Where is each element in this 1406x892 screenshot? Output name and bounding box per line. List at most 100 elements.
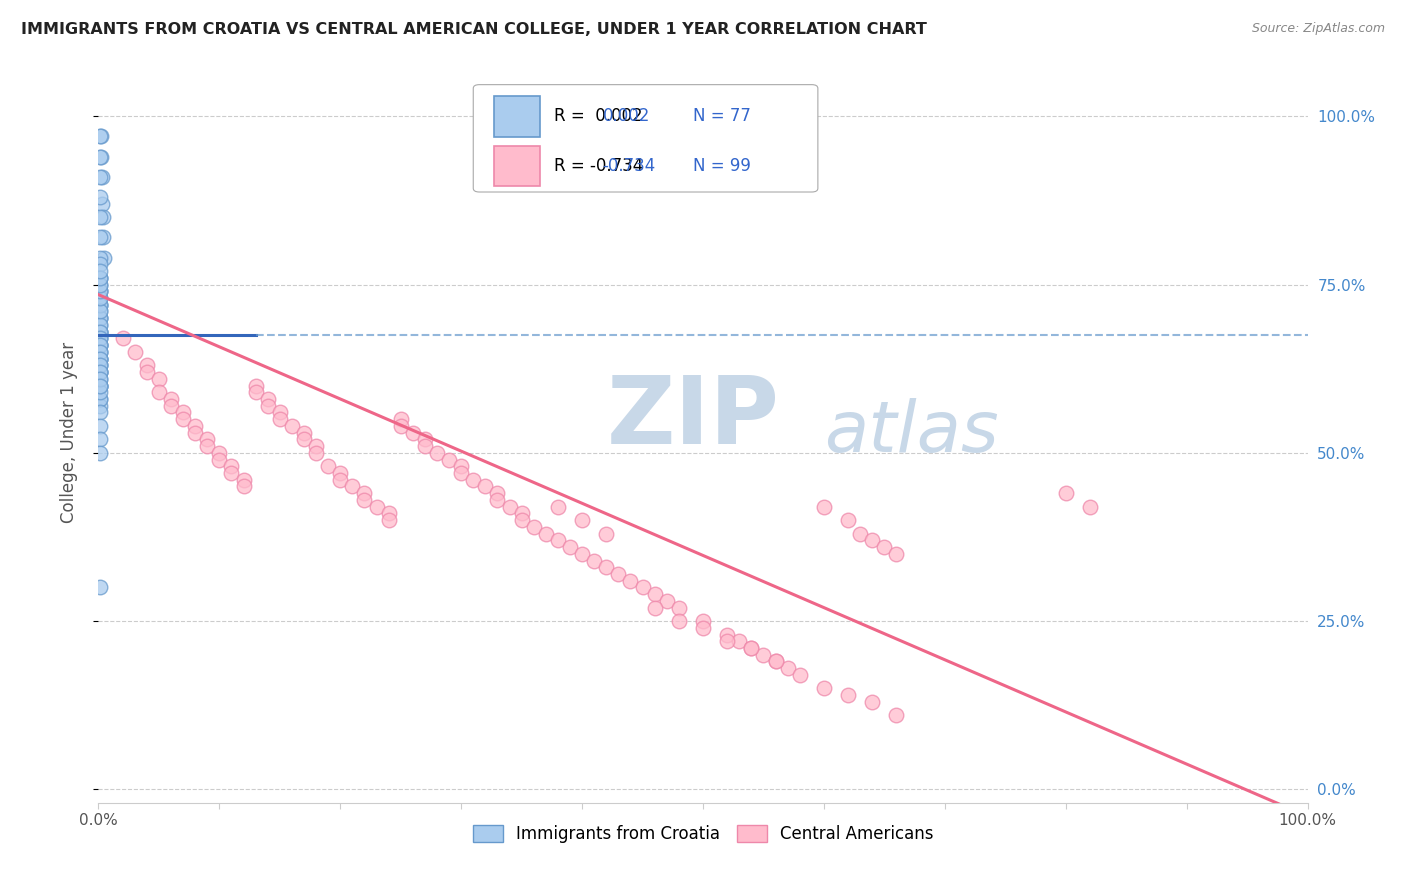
Point [644, 600, 666, 615]
Point [728, 634, 751, 648]
Point [89, 378, 111, 392]
Point [221, 466, 243, 480]
Point [89, 298, 111, 312]
Point [184, 425, 207, 440]
Point [860, 533, 883, 548]
Point [607, 566, 630, 581]
Point [89, 365, 111, 379]
Point [510, 513, 533, 527]
Point [89, 291, 111, 305]
Point [631, 581, 654, 595]
Point [377, 507, 399, 521]
Point [668, 614, 690, 628]
Point [89, 351, 111, 366]
Point [486, 486, 509, 500]
Point [89, 270, 111, 285]
Point [172, 405, 194, 419]
Point [89, 257, 111, 271]
Point [329, 466, 352, 480]
Point [91, 230, 114, 244]
Point [111, 331, 134, 345]
Point [89, 378, 111, 392]
Point [89, 351, 111, 366]
Point [692, 614, 714, 628]
Point [316, 459, 339, 474]
Point [89, 392, 111, 406]
Point [860, 695, 883, 709]
Point [463, 473, 485, 487]
Point [498, 500, 520, 514]
Point [89, 325, 111, 339]
Point [89, 304, 111, 318]
Point [269, 405, 291, 419]
Point [89, 338, 111, 352]
Point [377, 513, 399, 527]
Point [486, 492, 509, 507]
Point [534, 526, 557, 541]
Text: -0.734: -0.734 [603, 157, 655, 175]
Point [849, 526, 872, 541]
Point [89, 325, 111, 339]
Point [89, 331, 111, 345]
Point [89, 291, 111, 305]
Point [245, 385, 267, 400]
Point [450, 459, 472, 474]
Point [692, 621, 714, 635]
Point [89, 405, 111, 419]
Point [89, 359, 111, 373]
Point [292, 433, 315, 447]
Point [89, 365, 111, 379]
Point [89, 581, 111, 595]
Point [89, 378, 111, 392]
Point [413, 433, 436, 447]
Point [172, 412, 194, 426]
FancyBboxPatch shape [474, 85, 818, 192]
Point [89, 311, 111, 326]
Point [89, 270, 111, 285]
Point [89, 446, 111, 460]
Point [89, 277, 111, 292]
Point [281, 418, 304, 433]
Point [474, 479, 496, 493]
Text: ZIP: ZIP [606, 372, 779, 464]
Point [91, 169, 114, 184]
Point [148, 372, 170, 386]
Point [89, 331, 111, 345]
Text: R =  0.002: R = 0.002 [554, 108, 643, 126]
Y-axis label: College, Under 1 year: College, Under 1 year [59, 342, 77, 524]
Point [571, 513, 593, 527]
Point [160, 399, 183, 413]
Point [329, 473, 352, 487]
Point [740, 640, 762, 655]
Point [93, 251, 115, 265]
Point [89, 385, 111, 400]
Legend: Immigrants from Croatia, Central Americans: Immigrants from Croatia, Central America… [465, 819, 941, 850]
Point [89, 365, 111, 379]
Bar [494, 145, 540, 186]
Point [124, 344, 146, 359]
Point [813, 500, 835, 514]
Point [89, 418, 111, 433]
Point [89, 285, 111, 299]
Text: N = 77: N = 77 [693, 108, 751, 126]
Point [89, 331, 111, 345]
Point [160, 392, 183, 406]
Point [90, 129, 112, 144]
Point [89, 318, 111, 332]
Point [366, 500, 388, 514]
Point [89, 211, 111, 225]
Point [837, 688, 859, 702]
Point [571, 547, 593, 561]
Point [765, 655, 787, 669]
Point [389, 412, 412, 426]
Point [389, 418, 412, 433]
Point [89, 359, 111, 373]
Point [353, 486, 375, 500]
Point [256, 399, 278, 413]
Point [437, 452, 460, 467]
Point [89, 285, 111, 299]
Point [89, 190, 111, 204]
Point [89, 304, 111, 318]
Text: R = -0.734: R = -0.734 [554, 157, 644, 175]
Point [583, 553, 606, 567]
